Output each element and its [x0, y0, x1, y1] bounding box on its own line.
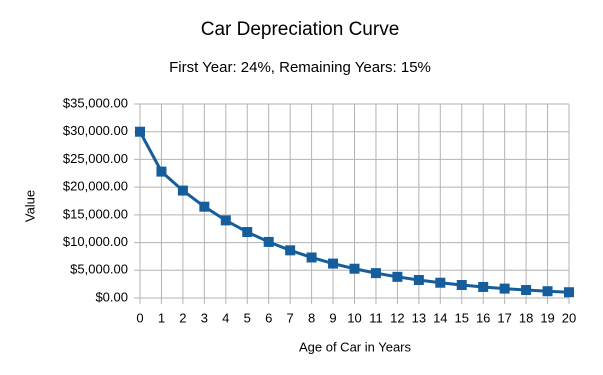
marker	[564, 287, 574, 298]
x-tick-label: 0	[136, 310, 143, 325]
marker	[435, 277, 446, 288]
x-tick-label: 1	[158, 310, 165, 325]
y-axis-label: Value	[22, 190, 37, 222]
x-tick-label: 13	[412, 310, 426, 325]
marker	[349, 263, 360, 274]
y-tick-label: $20,000.00	[63, 179, 128, 194]
marker	[542, 286, 553, 297]
x-axis-label: Age of Car in Years	[299, 339, 412, 354]
x-tick-label: 17	[497, 310, 511, 325]
x-tick-label: 15	[455, 310, 469, 325]
marker	[370, 268, 381, 279]
marker	[521, 285, 532, 296]
x-tick-label: 20	[562, 310, 576, 325]
marker	[478, 281, 489, 292]
x-tick-label: 3	[201, 310, 208, 325]
x-tick-label: 6	[265, 310, 272, 325]
marker	[392, 271, 403, 282]
marker	[177, 185, 188, 196]
marker	[285, 245, 296, 256]
marker	[242, 227, 253, 238]
x-tick-label: 14	[433, 310, 447, 325]
y-tick-label: $30,000.00	[63, 123, 128, 138]
y-tick-label: $0.00	[95, 289, 128, 304]
x-tick-label: 4	[222, 310, 229, 325]
marker	[328, 258, 339, 269]
marker	[199, 201, 210, 212]
x-tick-label: 12	[390, 310, 404, 325]
chart-subtitle: First Year: 24%, Remaining Years: 15%	[169, 59, 431, 76]
y-tick-label: $35,000.00	[63, 95, 128, 110]
x-tick-label: 16	[476, 310, 490, 325]
marker	[413, 275, 424, 286]
x-tick-label: 2	[179, 310, 186, 325]
marker	[156, 166, 167, 177]
y-tick-label: $25,000.00	[63, 151, 128, 166]
x-tick-label: 10	[347, 310, 361, 325]
marker	[499, 283, 510, 294]
y-tick-label: $5,000.00	[70, 262, 128, 277]
marker	[220, 215, 231, 226]
x-tick-label: 19	[540, 310, 554, 325]
x-tick-label: 18	[519, 310, 533, 325]
y-tick-label: $15,000.00	[63, 206, 128, 221]
y-tick-label: $10,000.00	[63, 234, 128, 249]
x-tick-label: 5	[244, 310, 251, 325]
marker	[135, 126, 145, 137]
marker	[306, 252, 317, 263]
x-tick-label: 8	[308, 310, 315, 325]
marker	[263, 236, 274, 247]
x-tick-label: 7	[287, 310, 294, 325]
chart-title: Car Depreciation Curve	[201, 19, 400, 40]
marker	[456, 280, 467, 291]
x-tick-label: 9	[329, 310, 336, 325]
x-tick-label: 11	[369, 310, 383, 325]
